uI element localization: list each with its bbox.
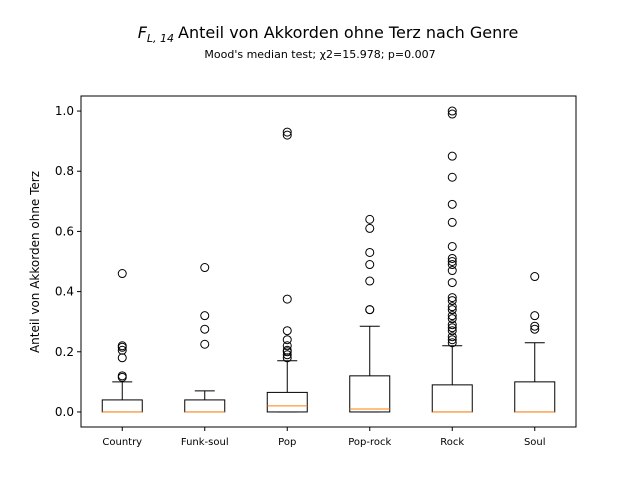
chart-title-math: F	[138, 23, 148, 42]
plot-area: 0.0 0.2 0.4 0.6 0.8 1.0 Country Funk-soul Pop Pop…	[55, 95, 577, 448]
flier-point	[447, 241, 457, 251]
flier-point	[365, 305, 375, 315]
flier-point	[200, 263, 210, 273]
y-tick-label: 0.4	[55, 285, 74, 299]
flier-point	[447, 332, 457, 342]
x-tick-label: Pop-rock	[348, 437, 391, 448]
flier-point	[365, 214, 375, 224]
flier-point	[282, 335, 292, 345]
y-tick-label: 1.0	[55, 104, 74, 118]
flier-point	[447, 335, 457, 345]
chart-title-text: Anteil von Akkorden ohne Terz nach Genre	[178, 23, 518, 42]
flier-point	[447, 314, 457, 324]
flier-point	[447, 172, 457, 182]
flier-point	[530, 311, 540, 321]
box-pop-rock	[349, 375, 391, 413]
flier-point	[447, 106, 457, 116]
box-soul	[514, 381, 556, 413]
flier-point	[200, 339, 210, 349]
x-tick-label: Country	[102, 437, 142, 448]
flier-point	[282, 127, 292, 137]
flier-point	[365, 260, 375, 270]
flier-point	[117, 372, 127, 382]
y-axis-label: Anteil von Akkorden ohne Terz	[28, 171, 42, 353]
box-funk-soul	[184, 399, 226, 413]
flier-point	[447, 302, 457, 312]
flier-point	[447, 151, 457, 161]
flier-point	[447, 278, 457, 288]
flier-point	[447, 109, 457, 119]
flier-point	[447, 320, 457, 330]
flier-point	[447, 311, 457, 321]
box-pop	[266, 391, 308, 413]
flier-point	[447, 266, 457, 276]
flier-point	[365, 223, 375, 233]
flier-point	[117, 269, 127, 279]
box-rock	[431, 384, 473, 413]
box-country	[101, 399, 143, 413]
chart-title: FL, 14 Anteil von Akkorden ohne Terz nach…	[138, 23, 519, 45]
y-tick-label: 0.0	[55, 405, 74, 419]
flier-point	[282, 345, 292, 355]
flier-point	[117, 353, 127, 363]
x-tick-label: Pop	[278, 437, 296, 448]
flier-point	[447, 305, 457, 315]
x-tick-label: Funk-soul	[181, 437, 229, 448]
flier-point	[447, 199, 457, 209]
flier-point	[447, 323, 457, 333]
flier-point	[282, 326, 292, 336]
flier-point	[530, 272, 540, 282]
flier-point	[117, 341, 127, 351]
flier-point	[447, 260, 457, 270]
flier-point	[117, 345, 127, 355]
y-tick-label: 0.8	[55, 164, 74, 178]
flier-point	[282, 294, 292, 304]
flier-point	[447, 296, 457, 306]
flier-point	[365, 247, 375, 257]
chart-subtitle: Mood's median test; χ2=15.978; p=0.007	[204, 48, 435, 61]
axes-frame	[80, 95, 577, 428]
flier-point	[530, 324, 540, 334]
chart-title-subscript: L, 14	[147, 32, 174, 45]
flier-point	[530, 321, 540, 331]
flier-point	[365, 276, 375, 286]
x-tick-label: Rock	[440, 437, 464, 448]
flier-point	[447, 338, 457, 348]
y-tick-label: 0.6	[55, 224, 74, 238]
x-tick-label: Soul	[524, 437, 546, 448]
flier-point	[447, 217, 457, 227]
flier-point	[447, 257, 457, 266]
y-tick-label: 0.2	[55, 345, 74, 359]
flier-point	[447, 293, 457, 303]
flier-point	[200, 311, 210, 321]
flier-point	[447, 326, 457, 336]
flier-point	[282, 130, 292, 140]
flier-point	[200, 324, 210, 334]
flier-point	[447, 253, 457, 263]
flier-point	[282, 350, 292, 360]
flier-point	[282, 341, 292, 351]
